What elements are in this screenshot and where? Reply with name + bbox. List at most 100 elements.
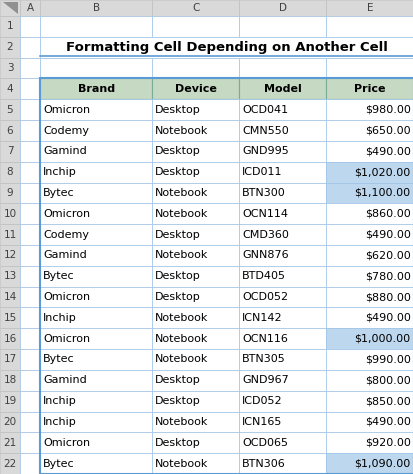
- Text: $860.00: $860.00: [364, 209, 410, 219]
- Text: Formatting Cell Depending on Another Cell: Formatting Cell Depending on Another Cel…: [66, 41, 387, 54]
- Bar: [40, 162, 152, 182]
- Bar: [326, 308, 413, 328]
- Bar: [326, 203, 413, 224]
- Bar: [0, 224, 20, 245]
- Text: $1,000.00: $1,000.00: [354, 334, 410, 344]
- Text: 21: 21: [3, 438, 17, 448]
- Bar: [152, 182, 239, 203]
- Bar: [239, 58, 326, 79]
- Bar: [0, 162, 20, 182]
- Text: Notebook: Notebook: [155, 250, 208, 260]
- Bar: [40, 411, 152, 432]
- Bar: [20, 266, 40, 287]
- Text: Model: Model: [263, 84, 301, 94]
- Text: Notebook: Notebook: [155, 126, 208, 136]
- Text: BTN306: BTN306: [242, 458, 285, 469]
- Text: Desktop: Desktop: [155, 375, 200, 385]
- Bar: [239, 287, 326, 308]
- Bar: [152, 0, 239, 16]
- Text: Notebook: Notebook: [155, 417, 208, 427]
- Text: Desktop: Desktop: [155, 271, 200, 281]
- Text: $490.00: $490.00: [364, 313, 410, 323]
- Text: Codemy: Codemy: [43, 126, 89, 136]
- Text: 9: 9: [7, 188, 13, 198]
- Bar: [239, 141, 326, 162]
- Text: 11: 11: [3, 229, 17, 239]
- Text: $850.00: $850.00: [364, 396, 410, 406]
- Bar: [0, 266, 20, 287]
- Text: Desktop: Desktop: [155, 105, 200, 115]
- Bar: [0, 141, 20, 162]
- Text: 12: 12: [3, 250, 17, 260]
- Bar: [0, 391, 20, 411]
- Bar: [20, 432, 40, 453]
- Text: 10: 10: [3, 209, 17, 219]
- Text: $650.00: $650.00: [364, 126, 410, 136]
- Bar: [239, 245, 326, 266]
- Text: 8: 8: [7, 167, 13, 177]
- Bar: [40, 266, 152, 287]
- Bar: [20, 391, 40, 411]
- Text: 13: 13: [3, 271, 17, 281]
- Text: GND995: GND995: [242, 146, 288, 156]
- Bar: [0, 37, 20, 58]
- Bar: [239, 391, 326, 411]
- Bar: [326, 349, 413, 370]
- Text: 19: 19: [3, 396, 17, 406]
- Text: Notebook: Notebook: [155, 458, 208, 469]
- Bar: [152, 162, 239, 182]
- Bar: [40, 79, 152, 99]
- Bar: [20, 411, 40, 432]
- Bar: [326, 0, 413, 16]
- Bar: [20, 328, 40, 349]
- Text: Inchip: Inchip: [43, 396, 76, 406]
- Text: BTD405: BTD405: [242, 271, 286, 281]
- Text: Gamind: Gamind: [43, 375, 87, 385]
- Text: Bytec: Bytec: [43, 271, 74, 281]
- Bar: [152, 141, 239, 162]
- Bar: [20, 224, 40, 245]
- Bar: [239, 99, 326, 120]
- Bar: [152, 328, 239, 349]
- Bar: [239, 308, 326, 328]
- Bar: [239, 120, 326, 141]
- Bar: [20, 0, 40, 16]
- Text: $780.00: $780.00: [364, 271, 410, 281]
- Bar: [20, 99, 40, 120]
- Bar: [40, 37, 413, 58]
- Text: OCN116: OCN116: [242, 334, 287, 344]
- Bar: [40, 0, 152, 16]
- Text: D: D: [278, 3, 286, 13]
- Bar: [0, 328, 20, 349]
- Bar: [20, 16, 40, 37]
- Bar: [152, 58, 239, 79]
- Text: ICD011: ICD011: [242, 167, 282, 177]
- Bar: [239, 203, 326, 224]
- Text: Codemy: Codemy: [43, 229, 89, 239]
- Text: $800.00: $800.00: [364, 375, 410, 385]
- Bar: [40, 328, 152, 349]
- Bar: [0, 120, 20, 141]
- Bar: [40, 141, 152, 162]
- Text: Bytec: Bytec: [43, 458, 74, 469]
- Text: B: B: [93, 3, 100, 13]
- Text: Desktop: Desktop: [155, 292, 200, 302]
- Bar: [40, 370, 152, 391]
- Text: 6: 6: [7, 126, 13, 136]
- Text: Inchip: Inchip: [43, 313, 76, 323]
- Text: 22: 22: [3, 458, 17, 469]
- Bar: [20, 120, 40, 141]
- Text: 16: 16: [3, 334, 17, 344]
- Text: CMN550: CMN550: [242, 126, 288, 136]
- Bar: [152, 287, 239, 308]
- Text: Inchip: Inchip: [43, 167, 76, 177]
- Text: 1: 1: [7, 21, 13, 31]
- Text: 4: 4: [7, 84, 13, 94]
- Text: GND967: GND967: [242, 375, 288, 385]
- Text: Notebook: Notebook: [155, 313, 208, 323]
- Text: Gamind: Gamind: [43, 250, 87, 260]
- Text: Omicron: Omicron: [43, 209, 90, 219]
- Text: 7: 7: [7, 146, 13, 156]
- Bar: [20, 79, 40, 99]
- Text: Notebook: Notebook: [155, 355, 208, 365]
